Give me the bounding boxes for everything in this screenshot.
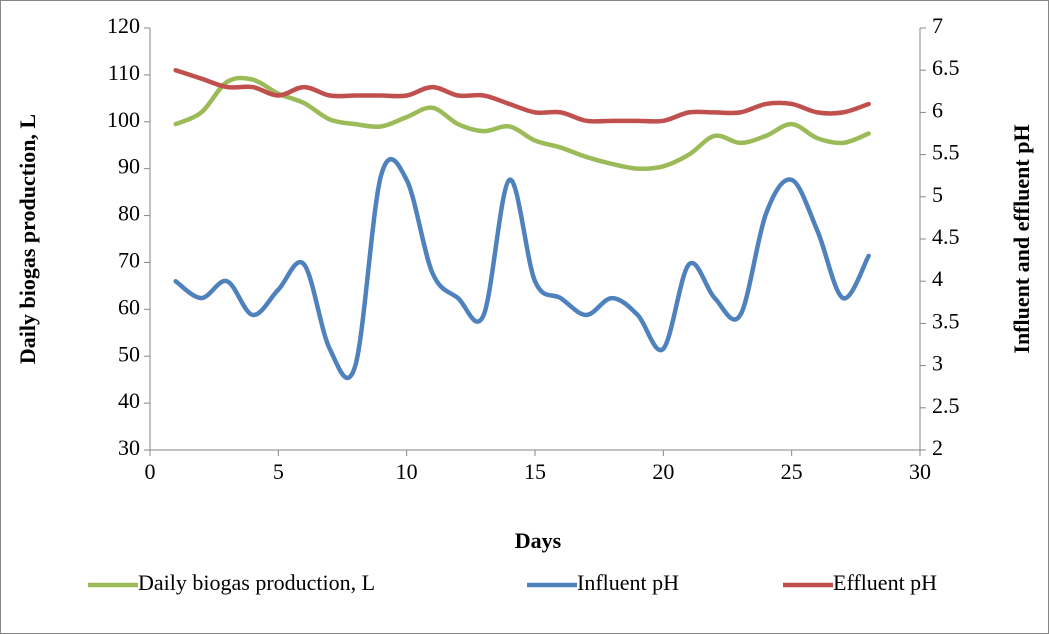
x-tick-label: 30 — [909, 459, 931, 484]
y-tick-label: 50 — [118, 341, 140, 366]
y-tick-label: 80 — [118, 201, 140, 226]
y-tick-label: 30 — [118, 435, 140, 460]
y2-tick-label: 3 — [932, 351, 943, 376]
y2-tick-label: 3.5 — [932, 308, 960, 333]
y2-tick-label: 2 — [932, 435, 943, 460]
y-tick-label: 110 — [108, 60, 140, 85]
y2-tick-label: 6 — [932, 97, 943, 122]
x-tick-label: 0 — [145, 459, 156, 484]
legend-label: Effluent pH — [833, 570, 937, 595]
y2-tick-label: 6.5 — [932, 55, 960, 80]
data-line — [173, 67, 871, 124]
x-tick-label: 10 — [396, 459, 418, 484]
x-axis-title: Days — [515, 528, 562, 553]
data-line — [173, 75, 871, 172]
y2-tick-label: 5.5 — [932, 140, 960, 165]
y2-tick-label: 7 — [932, 13, 943, 38]
y-tick-label: 40 — [118, 388, 140, 413]
x-tick-label: 20 — [652, 459, 674, 484]
y2-tick-label: 2.5 — [932, 393, 960, 418]
y-tick-label: 100 — [107, 107, 140, 132]
y2-tick-label: 4 — [932, 266, 943, 291]
x-tick-label: 15 — [524, 459, 546, 484]
y-tick-label: 70 — [118, 247, 140, 272]
y-tick-label: 120 — [107, 13, 140, 38]
x-tick-label: 25 — [781, 459, 803, 484]
y-tick-label: 60 — [118, 294, 140, 319]
y-axis-title: Daily biogas production, L — [15, 114, 40, 364]
legend-label: Daily biogas production, L — [138, 570, 375, 595]
data-line — [173, 157, 871, 381]
legend-label: Influent pH — [577, 570, 679, 595]
x-tick-label: 5 — [273, 459, 284, 484]
y-tick-label: 90 — [118, 154, 140, 179]
y2-axis-title: Influent and effluent pH — [1009, 124, 1034, 353]
y2-tick-label: 5 — [932, 182, 943, 207]
y2-tick-label: 4.5 — [932, 224, 960, 249]
